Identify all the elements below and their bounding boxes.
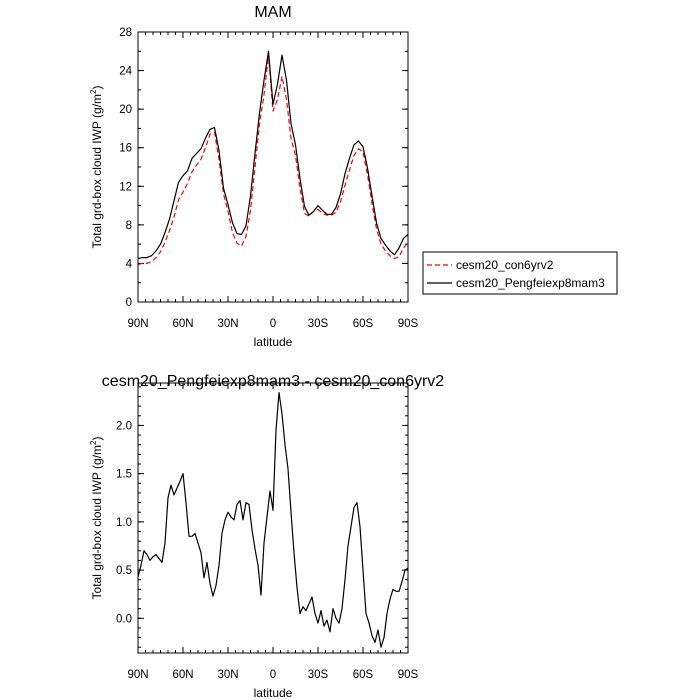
top-series-line-0 [137, 54, 409, 265]
top-y-tick-label: 12 [119, 181, 132, 193]
bottom-y-label-superscript: 2 [89, 440, 98, 445]
top-x-tick-label: 30N [217, 318, 238, 330]
legend-label-pengfei: cesm20_Pengfeiexp8mam3 [456, 276, 605, 290]
legend: cesm20_con6yrv2 cesm20_Pengfeiexp8mam3 [422, 251, 618, 295]
top-y-axis-label: Total grd-box cloud IWP (g/m2) [89, 86, 104, 249]
bottom-y-tick-label: 0.0 [116, 613, 132, 625]
top-x-tick-label: 90N [127, 318, 148, 330]
top-plot-frame [137, 31, 409, 303]
bottom-y-tick-label: 0.5 [116, 565, 132, 577]
top-y-tick-label: 0 [126, 297, 132, 309]
legend-label-con6yrv2: cesm20_con6yrv2 [456, 258, 554, 272]
bottom-y-label-end: ) [90, 437, 104, 441]
top-y-tick-label: 16 [119, 143, 132, 155]
top-y-label-main: Total grd-box cloud IWP (g/m [90, 94, 104, 249]
bottom-x-tick-label: 0 [270, 669, 276, 681]
top-y-tick-label: 24 [119, 66, 132, 78]
bottom-y-axis: 0.0 0.5 1.0 1.5 2.0 [116, 386, 408, 648]
top-y-tick-label: 28 [119, 27, 132, 39]
bottom-x-tick-label: 90S [398, 669, 419, 681]
bottom-plot-frame [137, 382, 409, 654]
bottom-chart: cesm20_Pengfeiexp8mam3 - cesm20_con6yrv2… [89, 373, 444, 700]
bottom-x-tick-label: 90N [127, 669, 148, 681]
top-chart: MAM 0 4 8 12 16 20 24 28 90N 60N 30N 0 30S 60S 90S la… [89, 4, 419, 349]
top-x-tick-label: 30S [308, 318, 329, 330]
top-y-tick-label: 4 [126, 258, 133, 270]
top-x-axis-label: latitude [254, 335, 293, 349]
bottom-y-tick-label: 1.5 [116, 469, 132, 481]
bottom-x-tick-label: 60S [353, 669, 374, 681]
top-chart-title: MAM [254, 4, 291, 21]
top-x-tick-label: 60N [172, 318, 193, 330]
bottom-y-label-main: Total grd-box cloud IWP (g/m [90, 445, 104, 600]
legend-box [422, 251, 618, 295]
bottom-x-axis: 90N 60N 30N 0 30S 60S 90S [127, 383, 419, 681]
bottom-series-line-0 [137, 392, 409, 648]
top-y-label-end: ) [90, 86, 104, 90]
top-y-tick-label: 20 [119, 104, 132, 116]
bottom-y-axis-label: Total grd-box cloud IWP (g/m2) [89, 437, 104, 600]
top-y-label-superscript: 2 [89, 89, 98, 94]
bottom-x-tick-label: 60N [172, 669, 193, 681]
top-plot-area [137, 50, 409, 265]
top-y-tick-label: 8 [126, 220, 132, 232]
bottom-x-tick-label: 30S [308, 669, 329, 681]
top-x-tick-label: 90S [398, 318, 419, 330]
bottom-y-tick-label: 1.0 [116, 517, 132, 529]
bottom-y-tick-label: 2.0 [116, 420, 132, 432]
bottom-x-axis-label: latitude [254, 686, 293, 700]
top-x-tick-label: 60S [353, 318, 374, 330]
top-x-axis: 90N 60N 30N 0 30S 60S 90S [127, 32, 419, 330]
top-y-axis: 0 4 8 12 16 20 24 28 [119, 27, 408, 309]
bottom-plot-area [137, 392, 409, 648]
bottom-x-tick-label: 30N [217, 669, 238, 681]
bottom-chart-title: cesm20_Pengfeiexp8mam3 - cesm20_con6yrv2 [102, 373, 445, 390]
top-series-line-1 [137, 50, 409, 260]
top-x-tick-label: 0 [270, 318, 276, 330]
